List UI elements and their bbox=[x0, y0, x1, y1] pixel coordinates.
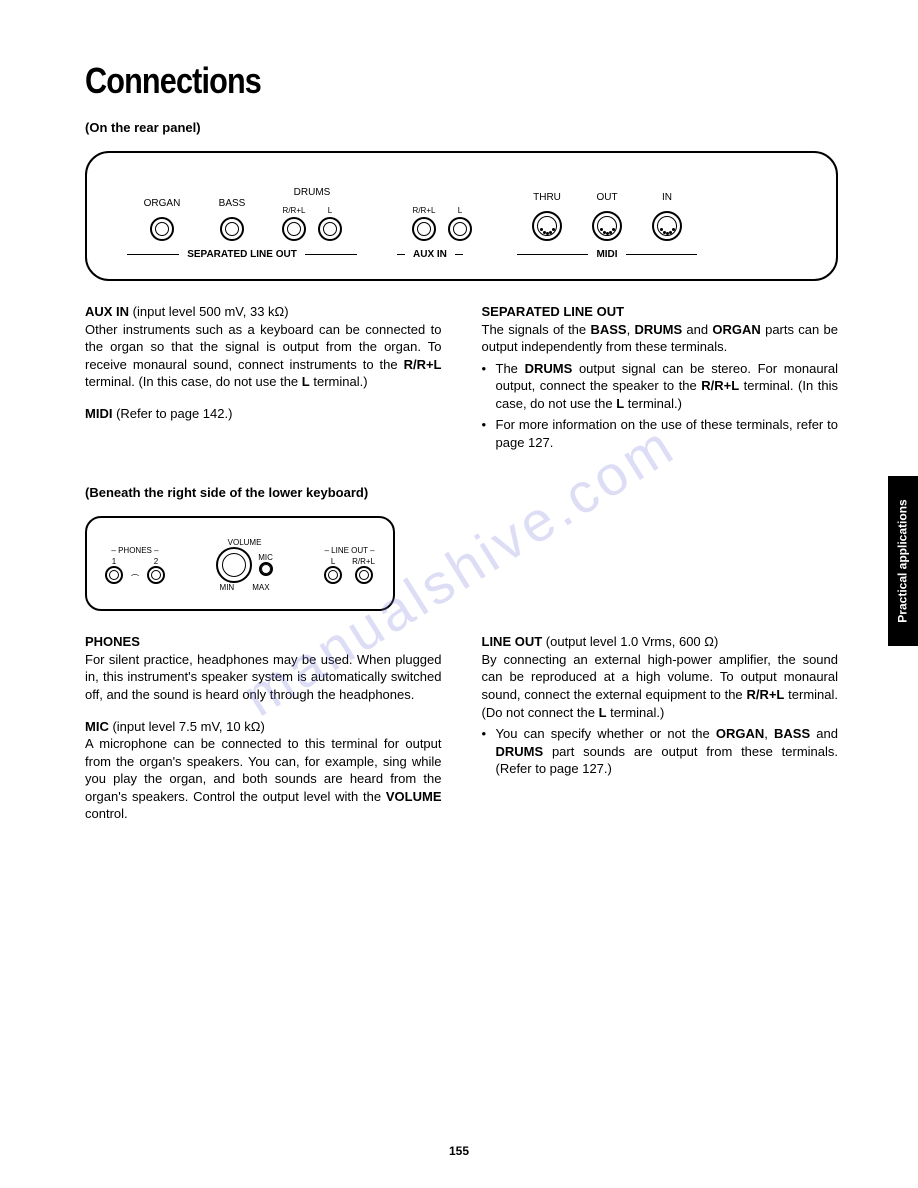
aux-l-label: L bbox=[458, 206, 462, 215]
label-out: OUT bbox=[596, 192, 617, 203]
sep-b1: BASS bbox=[590, 322, 626, 337]
side-tab: Practical applications bbox=[888, 476, 918, 646]
max-label: MAX bbox=[252, 583, 269, 592]
lineout-l-jack-icon bbox=[324, 566, 342, 584]
separated-section-label: SEPARATED LINE OUT bbox=[179, 249, 305, 260]
phones-2-label: 2 bbox=[154, 557, 158, 566]
sep-li1d: R/R+L bbox=[701, 378, 739, 393]
midi-body: (Refer to page 142.) bbox=[112, 406, 232, 421]
midi-heading: MIDI bbox=[85, 406, 112, 421]
midi-in-icon bbox=[652, 211, 682, 241]
lo-li1e: and bbox=[810, 726, 838, 741]
lo-li1a: You can specify whether or not the bbox=[496, 726, 716, 741]
side-panel-diagram: – PHONES – 1 ⌒ 2 VOLUME MIC MIN MAX bbox=[85, 516, 395, 611]
midi-section-label: MIDI bbox=[588, 249, 625, 260]
label-bass: BASS bbox=[219, 198, 246, 209]
drums-l-jack-icon bbox=[318, 217, 342, 241]
sep-li1b: DRUMS bbox=[525, 361, 573, 376]
volume-knob-icon bbox=[216, 547, 252, 583]
phones-1-label: 1 bbox=[112, 557, 116, 566]
label-thru: THRU bbox=[533, 192, 561, 203]
lo-li1d: BASS bbox=[774, 726, 810, 741]
aux-in-spec: (input level 500 mV, 33 kΩ) bbox=[129, 304, 289, 319]
phones-2-jack-icon bbox=[147, 566, 165, 584]
headphone-icon: ⌒ bbox=[131, 573, 139, 584]
mic-label: MIC bbox=[258, 553, 273, 562]
lineout-l-label: L bbox=[331, 557, 335, 566]
lo-li1: You can specify whether or not the ORGAN… bbox=[482, 725, 839, 778]
sep-li1: The DRUMS output signal can be stereo. F… bbox=[482, 360, 839, 413]
sep-li1a: The bbox=[496, 361, 525, 376]
separated-heading: SEPARATED LINE OUT bbox=[482, 304, 625, 319]
midi-thru-icon bbox=[532, 211, 562, 241]
page-title: Connections bbox=[85, 60, 725, 102]
lineout-label: LINE OUT bbox=[331, 546, 368, 555]
aux-in-b2: L bbox=[302, 374, 310, 389]
aux-rl-jack-icon bbox=[412, 217, 436, 241]
lo-b2: L bbox=[599, 705, 607, 720]
sep-body1: The signals of the bbox=[482, 322, 591, 337]
drums-rl-label: R/R+L bbox=[283, 206, 306, 215]
rear-panel-subtitle: (On the rear panel) bbox=[85, 120, 838, 135]
aux-section-label: AUX IN bbox=[405, 249, 455, 260]
lo-li1c: , bbox=[764, 726, 774, 741]
mic-heading: MIC bbox=[85, 719, 109, 734]
min-label: MIN bbox=[220, 583, 235, 592]
organ-jack-icon bbox=[150, 217, 174, 241]
aux-in-body1: Other instruments such as a keyboard can… bbox=[85, 322, 442, 372]
lo-li1g: part sounds are output from these termin… bbox=[496, 744, 839, 777]
label-in: IN bbox=[662, 192, 672, 203]
text-block-1: AUX IN (input level 500 mV, 33 kΩ) Other… bbox=[85, 303, 838, 455]
mic-jack-icon bbox=[259, 562, 273, 576]
lo-li1b: ORGAN bbox=[716, 726, 764, 741]
label-drums: DRUMS bbox=[294, 187, 331, 198]
lineout-heading: LINE OUT bbox=[482, 634, 543, 649]
lower-kb-subtitle: (Beneath the right side of the lower key… bbox=[85, 485, 838, 500]
sep-b3: ORGAN bbox=[712, 322, 760, 337]
mic-body2: control. bbox=[85, 806, 128, 821]
aux-in-b1: R/R+L bbox=[404, 357, 442, 372]
phones-1-jack-icon bbox=[105, 566, 123, 584]
bass-jack-icon bbox=[220, 217, 244, 241]
phones-label: PHONES bbox=[118, 546, 152, 555]
aux-l-jack-icon bbox=[448, 217, 472, 241]
lineout-spec: (output level 1.0 Vrms, 600 Ω) bbox=[542, 634, 718, 649]
rear-panel-diagram: ORGAN BASS DRUMS R/R+L L bbox=[85, 151, 838, 281]
aux-in-body2: terminal. (In this case, do not use the bbox=[85, 374, 302, 389]
sep-c2: and bbox=[682, 322, 712, 337]
lineout-rl-label: R/R+L bbox=[352, 557, 375, 566]
aux-in-body3: terminal.) bbox=[310, 374, 368, 389]
lo-b1: R/R+L bbox=[746, 687, 784, 702]
drums-rl-jack-icon bbox=[282, 217, 306, 241]
phones-heading: PHONES bbox=[85, 634, 140, 649]
aux-rl-label: R/R+L bbox=[413, 206, 436, 215]
sep-b2: DRUMS bbox=[634, 322, 682, 337]
aux-in-heading: AUX IN bbox=[85, 304, 129, 319]
phones-body: For silent practice, headphones may be u… bbox=[85, 652, 442, 702]
lo-li1f: DRUMS bbox=[496, 744, 544, 759]
midi-out-icon bbox=[592, 211, 622, 241]
lo-body3: terminal.) bbox=[607, 705, 665, 720]
sep-li1g: terminal.) bbox=[624, 396, 682, 411]
drums-l-label: L bbox=[328, 206, 332, 215]
side-tab-label: Practical applications bbox=[896, 499, 910, 622]
text-block-2: PHONES For silent practice, headphones m… bbox=[85, 633, 838, 836]
mic-b1: VOLUME bbox=[386, 789, 442, 804]
sep-li1f: L bbox=[616, 396, 624, 411]
page-number: 155 bbox=[449, 1144, 469, 1158]
label-organ: ORGAN bbox=[144, 198, 181, 209]
sep-li2: For more information on the use of these… bbox=[482, 416, 839, 451]
mic-spec: (input level 7.5 mV, 10 kΩ) bbox=[109, 719, 265, 734]
volume-label: VOLUME bbox=[228, 538, 262, 547]
lineout-rl-jack-icon bbox=[355, 566, 373, 584]
